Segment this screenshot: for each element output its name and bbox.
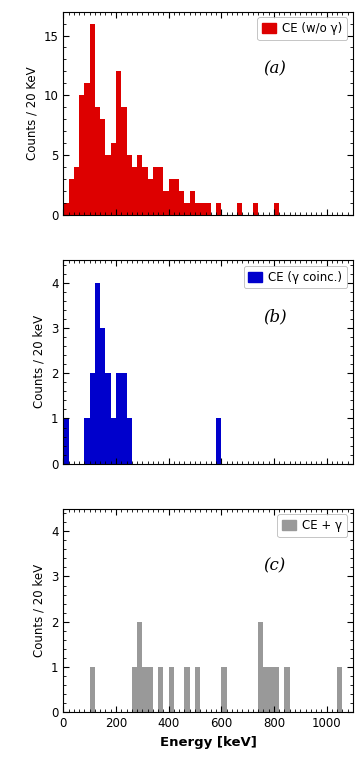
Bar bbox=[142, 167, 148, 216]
Bar bbox=[111, 143, 116, 216]
Bar bbox=[179, 191, 185, 216]
Bar bbox=[185, 667, 190, 712]
Bar bbox=[84, 418, 90, 464]
Bar bbox=[195, 203, 200, 216]
Bar bbox=[148, 667, 153, 712]
Bar bbox=[90, 667, 95, 712]
Bar bbox=[153, 167, 158, 216]
Bar bbox=[63, 418, 69, 464]
Bar bbox=[137, 621, 142, 712]
Bar bbox=[79, 95, 84, 216]
Bar bbox=[100, 328, 105, 464]
Bar bbox=[121, 107, 127, 216]
Bar bbox=[200, 203, 206, 216]
Bar bbox=[127, 156, 132, 216]
Bar bbox=[132, 167, 137, 216]
Bar bbox=[163, 191, 169, 216]
Y-axis label: Counts / 20 keV: Counts / 20 keV bbox=[33, 564, 46, 657]
Bar bbox=[337, 667, 342, 712]
Text: (a): (a) bbox=[263, 60, 286, 77]
Bar bbox=[100, 119, 105, 216]
Bar bbox=[132, 667, 137, 712]
Bar bbox=[105, 373, 111, 464]
Bar bbox=[274, 667, 279, 712]
Bar bbox=[190, 191, 195, 216]
Bar bbox=[111, 418, 116, 464]
Text: (b): (b) bbox=[263, 309, 287, 326]
Y-axis label: Counts / 20 KeV: Counts / 20 KeV bbox=[25, 66, 38, 160]
Bar bbox=[264, 667, 269, 712]
Bar bbox=[69, 179, 74, 216]
Bar bbox=[158, 167, 163, 216]
Legend: CE + γ: CE + γ bbox=[277, 514, 347, 537]
Bar bbox=[105, 156, 111, 216]
Bar bbox=[216, 203, 221, 216]
Bar bbox=[174, 179, 179, 216]
Text: (c): (c) bbox=[264, 557, 286, 574]
Legend: CE (γ coinc.): CE (γ coinc.) bbox=[244, 266, 347, 289]
Bar bbox=[185, 203, 190, 216]
X-axis label: Energy [keV]: Energy [keV] bbox=[160, 735, 257, 748]
Bar bbox=[253, 203, 258, 216]
Bar bbox=[195, 667, 200, 712]
Bar bbox=[95, 283, 100, 464]
Bar bbox=[285, 667, 290, 712]
Bar bbox=[137, 156, 142, 216]
Bar bbox=[258, 621, 264, 712]
Bar bbox=[169, 179, 174, 216]
Bar bbox=[116, 373, 121, 464]
Legend: CE (w/o γ): CE (w/o γ) bbox=[257, 18, 347, 40]
Bar bbox=[90, 373, 95, 464]
Bar bbox=[269, 667, 274, 712]
Bar bbox=[84, 83, 90, 216]
Bar bbox=[148, 179, 153, 216]
Bar bbox=[116, 72, 121, 216]
Bar bbox=[169, 667, 174, 712]
Bar bbox=[221, 667, 227, 712]
Y-axis label: Counts / 20 keV: Counts / 20 keV bbox=[33, 316, 46, 408]
Bar bbox=[74, 167, 79, 216]
Bar bbox=[274, 203, 279, 216]
Bar bbox=[127, 418, 132, 464]
Bar bbox=[216, 418, 221, 464]
Bar bbox=[95, 107, 100, 216]
Bar bbox=[206, 203, 211, 216]
Bar bbox=[158, 667, 163, 712]
Bar bbox=[142, 667, 148, 712]
Bar bbox=[237, 203, 243, 216]
Bar bbox=[90, 24, 95, 216]
Bar bbox=[63, 203, 69, 216]
Bar bbox=[121, 373, 127, 464]
